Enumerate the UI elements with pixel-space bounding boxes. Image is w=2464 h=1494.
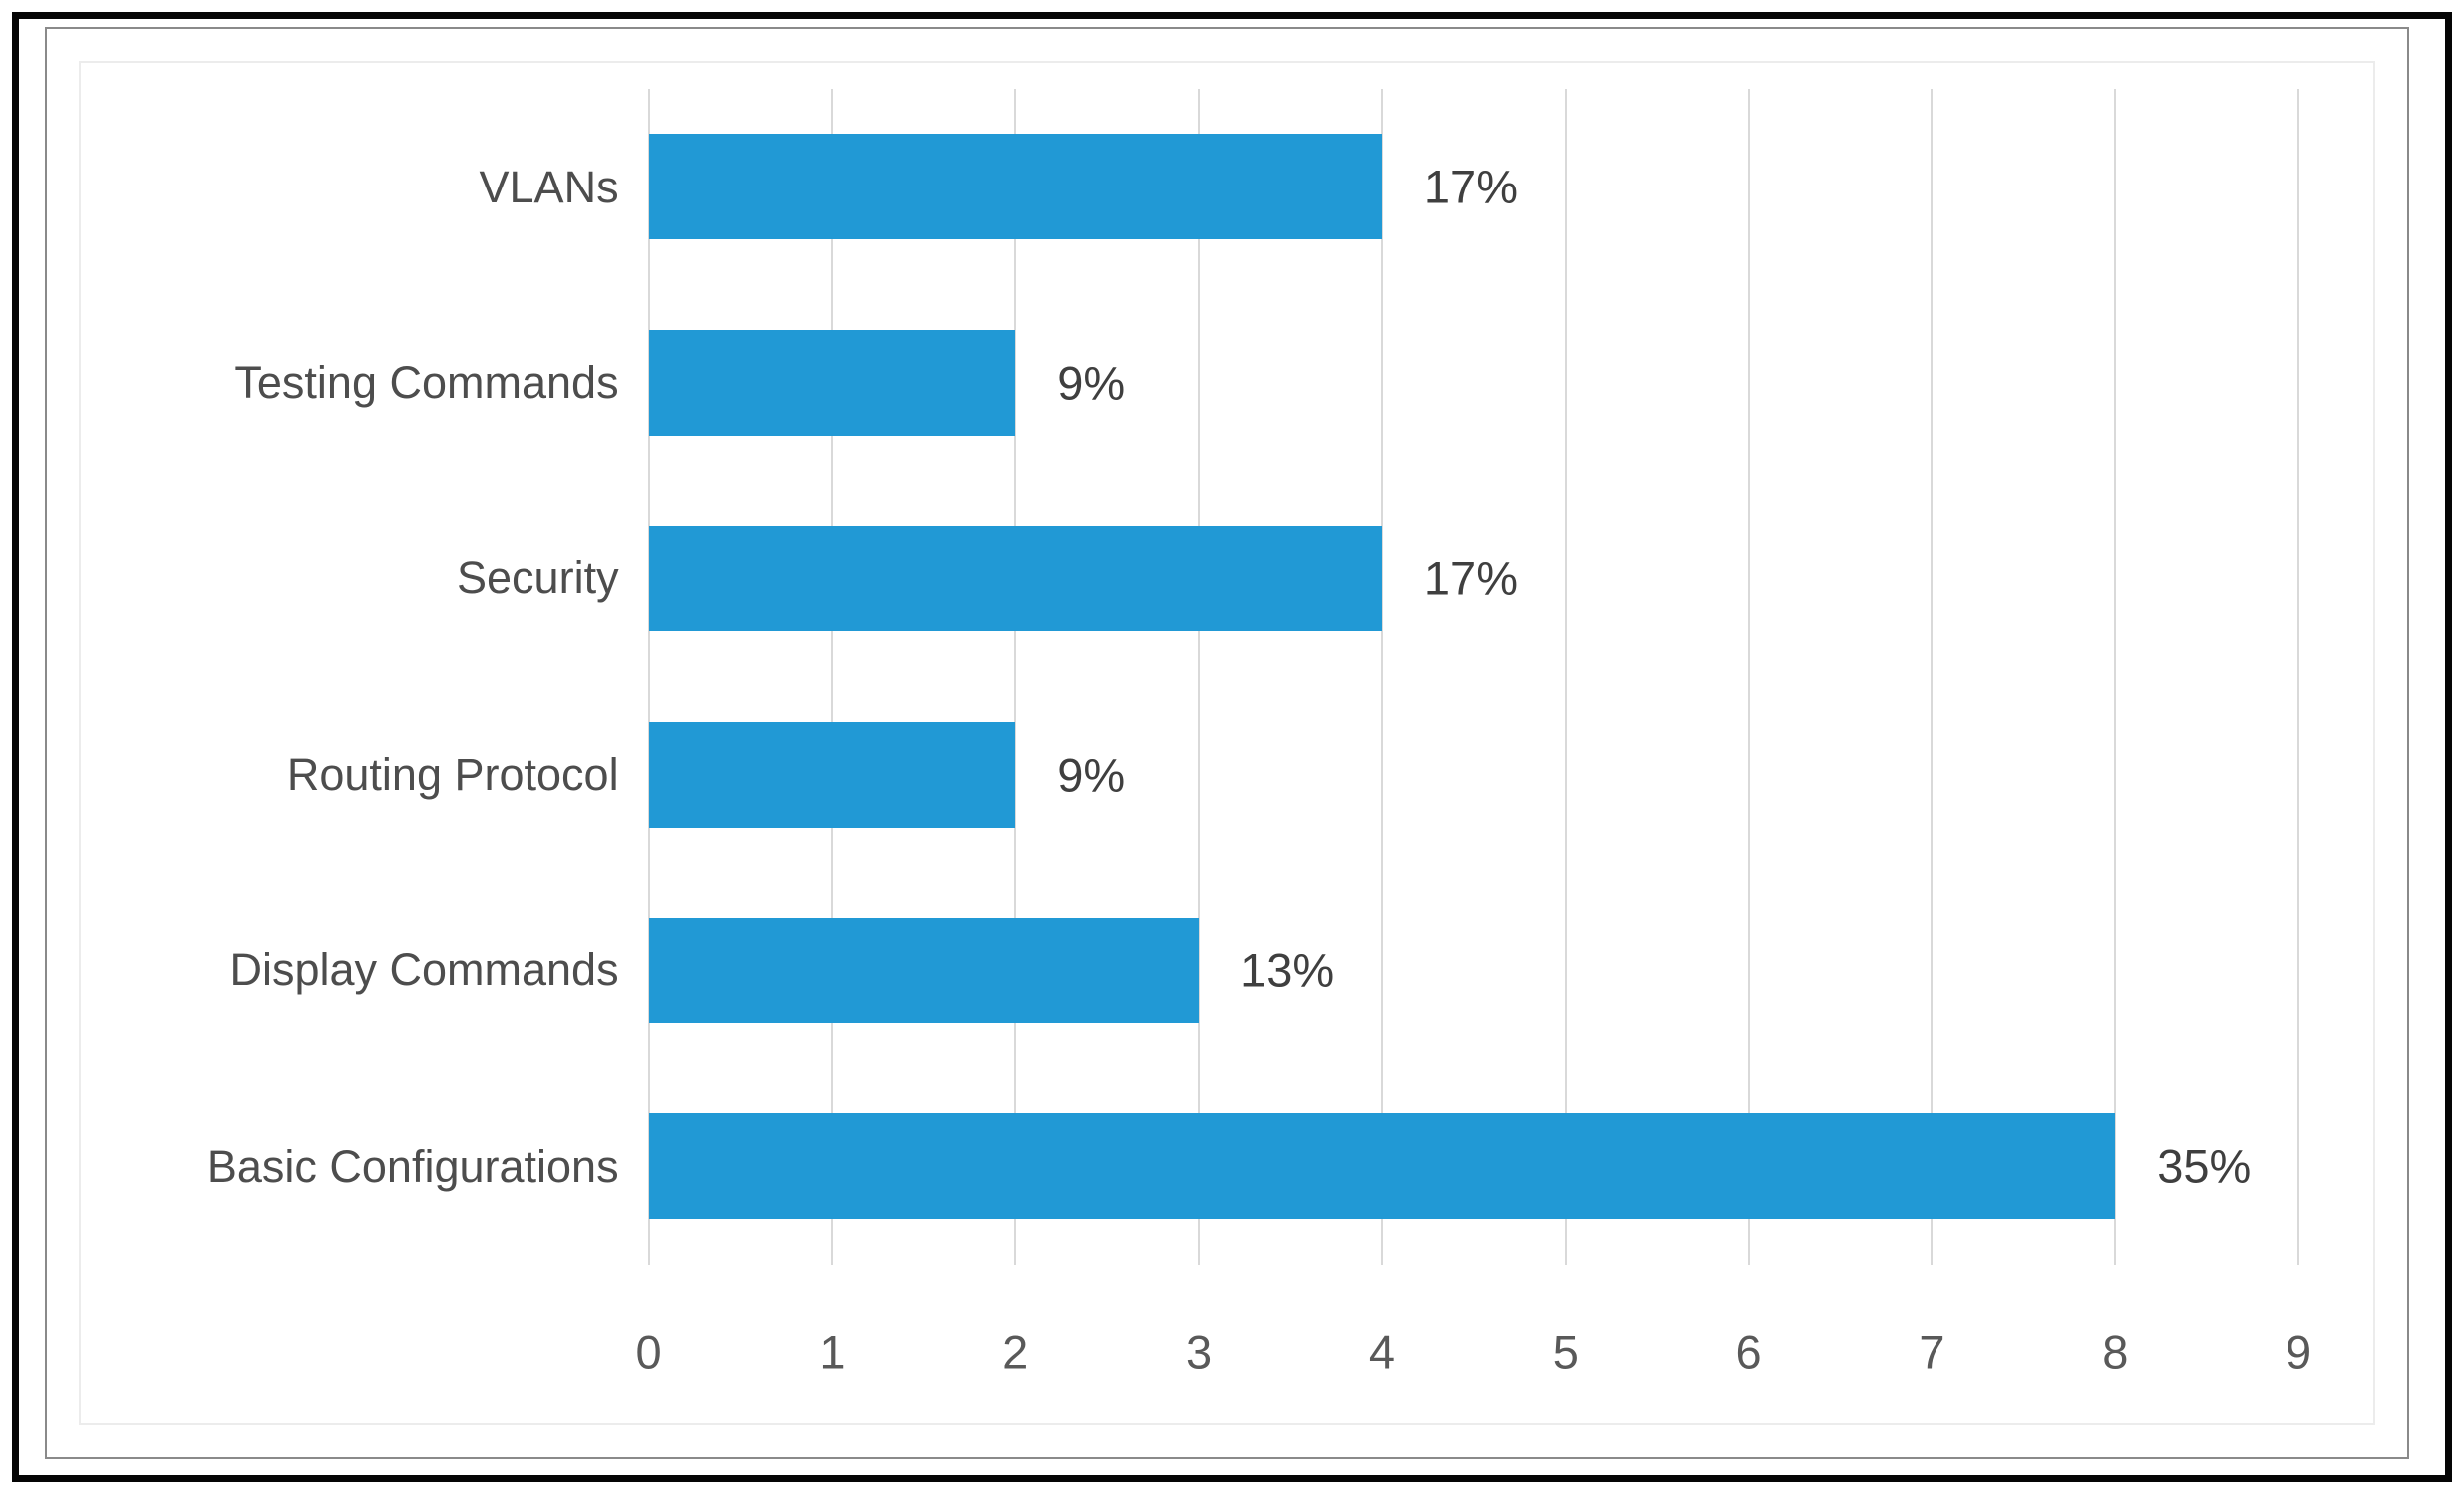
figure-border: VLANs 17% Testing Commands 9% Security 17% Rou… [12, 12, 2452, 1482]
category-label: Basic Configurations [206, 1140, 619, 1192]
x-axis-ticks: 0 1 2 3 4 5 6 7 8 9 [636, 1285, 2312, 1420]
gridline [647, 89, 650, 1265]
value-label: 35% [2157, 1139, 2252, 1193]
bar-row: VLANs 17% [47, 89, 2407, 284]
category-label: Routing Protocol [286, 748, 619, 800]
x-tick-label: 8 [2102, 1325, 2129, 1379]
category-label: VLANs [479, 161, 619, 212]
gridline [1198, 89, 1201, 1265]
gridline [831, 89, 834, 1265]
x-tick-label: 3 [1186, 1325, 1213, 1379]
x-tick-label: 4 [1368, 1325, 1395, 1379]
x-tick-label: 6 [1735, 1325, 1762, 1379]
bar-row: Security 17% [47, 481, 2407, 676]
x-axis: 0 1 2 3 4 5 6 7 8 9 [47, 1285, 2407, 1420]
bar [648, 721, 1016, 828]
value-label: 17% [1423, 160, 1518, 213]
value-label: 17% [1423, 552, 1518, 605]
gridline [1747, 89, 1750, 1265]
value-label: 9% [1057, 748, 1126, 802]
bar-track: 13% [648, 918, 2299, 1024]
x-tick-label: 5 [1552, 1325, 1579, 1379]
x-tick-label: 0 [635, 1325, 662, 1379]
gridline [2297, 89, 2300, 1265]
bar-row: Basic Configurations 35% [47, 1068, 2407, 1264]
bar [648, 329, 1016, 436]
bar-track: 17% [648, 526, 2299, 632]
bar-track: 35% [648, 1113, 2299, 1220]
bar-row: Testing Commands 9% [47, 285, 2407, 481]
x-tick-label: 9 [2286, 1325, 2312, 1379]
bar [648, 526, 1382, 632]
gridline [2114, 89, 2117, 1265]
x-tick-label: 1 [819, 1325, 846, 1379]
value-label: 13% [1240, 943, 1335, 997]
gridline [1380, 89, 1383, 1265]
value-label: 9% [1057, 356, 1126, 410]
category-label: Testing Commands [234, 357, 619, 409]
x-tick-label: 2 [1002, 1325, 1029, 1379]
bar-rows: VLANs 17% Testing Commands 9% Security 17% Rou… [47, 89, 2407, 1265]
chart-frame: VLANs 17% Testing Commands 9% Security 17% Rou… [45, 27, 2409, 1459]
category-label: Display Commands [229, 944, 619, 996]
x-tick-label: 7 [1919, 1325, 1945, 1379]
bar-row: Routing Protocol 9% [47, 676, 2407, 872]
gridlines [647, 89, 2300, 1265]
bar-track: 9% [648, 721, 2299, 828]
bar [648, 134, 1382, 240]
gridline [1014, 89, 1017, 1265]
category-label: Security [457, 553, 619, 604]
bar [648, 918, 1200, 1024]
bar [648, 1113, 2116, 1220]
bar-track: 9% [648, 329, 2299, 436]
bar-track: 17% [648, 134, 2299, 240]
gridline [1564, 89, 1567, 1265]
plot-area: VLANs 17% Testing Commands 9% Security 17% Rou… [47, 89, 2407, 1265]
gridline [1931, 89, 1934, 1265]
bar-row: Display Commands 13% [47, 873, 2407, 1068]
